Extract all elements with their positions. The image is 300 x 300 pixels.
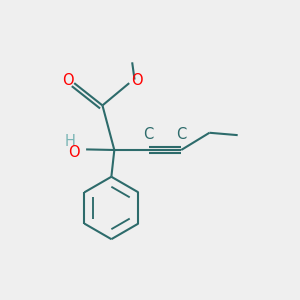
Text: O: O <box>62 73 74 88</box>
Text: H: H <box>64 134 75 149</box>
Text: O: O <box>68 146 80 160</box>
Text: C: C <box>143 127 154 142</box>
Text: O: O <box>131 73 142 88</box>
Text: C: C <box>176 127 186 142</box>
